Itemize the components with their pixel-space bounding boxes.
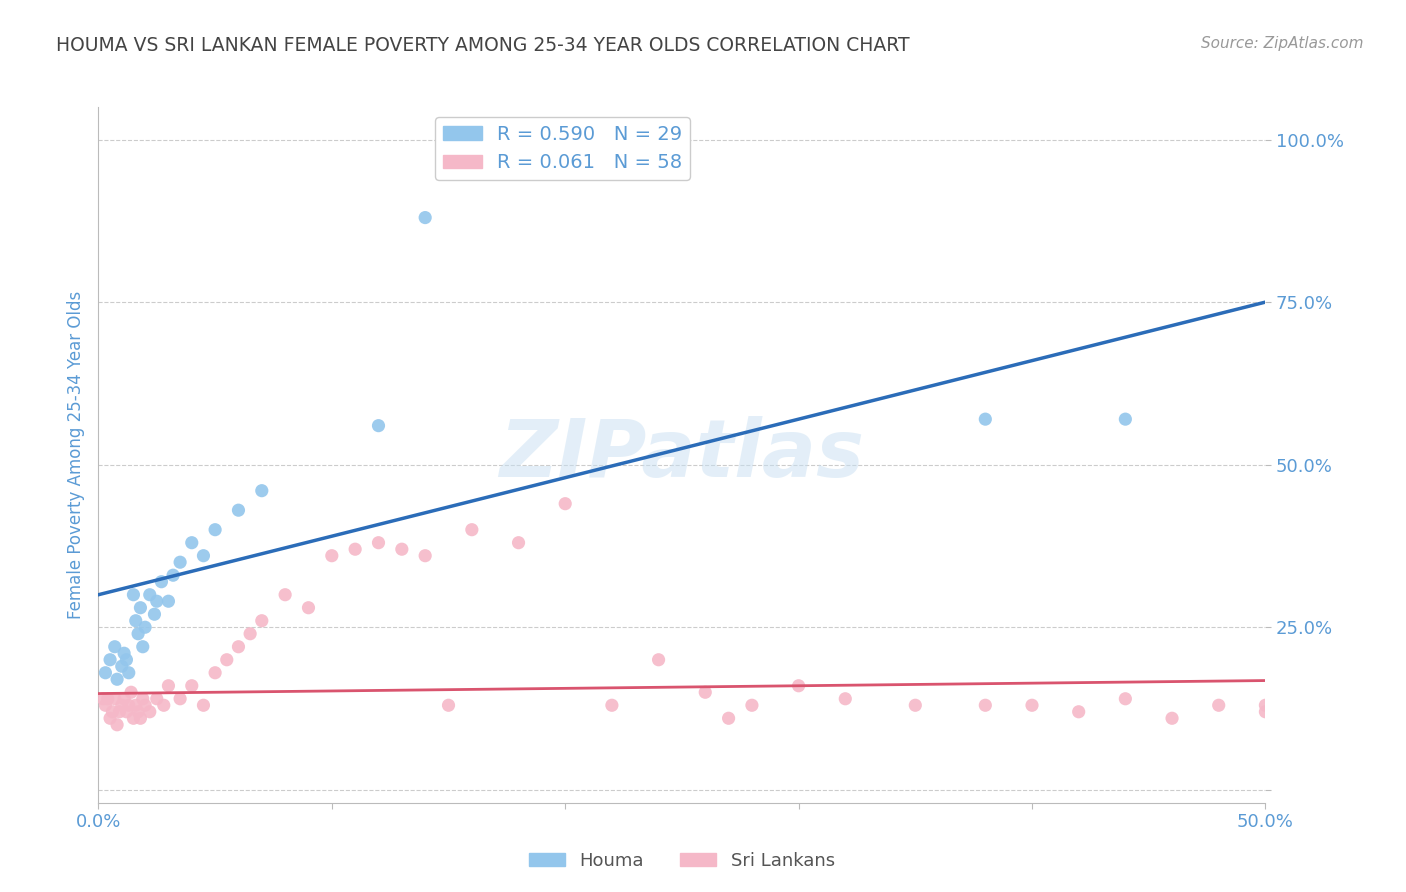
Point xyxy=(834,691,856,706)
Point xyxy=(695,685,717,699)
Point xyxy=(180,535,202,549)
Point xyxy=(974,412,997,426)
Point xyxy=(1254,698,1277,713)
Point xyxy=(125,614,148,628)
Point xyxy=(97,691,120,706)
Point xyxy=(321,549,343,563)
Point xyxy=(104,640,127,654)
Point xyxy=(1114,691,1136,706)
Point xyxy=(150,574,173,589)
Point xyxy=(94,698,117,713)
Point xyxy=(193,549,215,563)
Point xyxy=(122,588,145,602)
Point xyxy=(134,620,156,634)
Point xyxy=(169,555,191,569)
Point xyxy=(129,711,152,725)
Point xyxy=(91,691,114,706)
Point xyxy=(125,698,148,713)
Point xyxy=(120,685,142,699)
Point xyxy=(1114,412,1136,426)
Text: Source: ZipAtlas.com: Source: ZipAtlas.com xyxy=(1201,36,1364,51)
Point xyxy=(127,705,149,719)
Point xyxy=(974,698,997,713)
Point xyxy=(108,705,131,719)
Point xyxy=(508,535,530,549)
Point xyxy=(112,691,135,706)
Point xyxy=(115,705,138,719)
Point xyxy=(127,626,149,640)
Point xyxy=(139,705,162,719)
Point xyxy=(169,691,191,706)
Point xyxy=(104,691,127,706)
Point xyxy=(105,718,128,732)
Point xyxy=(134,698,156,713)
Point xyxy=(98,653,121,667)
Point xyxy=(193,698,215,713)
Point xyxy=(717,711,740,725)
Point xyxy=(215,653,238,667)
Point xyxy=(250,483,273,498)
Point xyxy=(274,588,297,602)
Point xyxy=(1254,705,1277,719)
Point xyxy=(105,672,128,686)
Point xyxy=(228,503,250,517)
Point xyxy=(132,691,155,706)
Point xyxy=(297,600,319,615)
Point xyxy=(554,497,576,511)
Point xyxy=(413,211,436,225)
Point xyxy=(157,679,180,693)
Point xyxy=(239,626,262,640)
Point xyxy=(98,711,121,725)
Point xyxy=(152,698,174,713)
Point xyxy=(139,588,162,602)
Point xyxy=(204,523,226,537)
Point xyxy=(787,679,810,693)
Point xyxy=(228,640,250,654)
Point xyxy=(122,711,145,725)
Point xyxy=(101,705,124,719)
Point xyxy=(157,594,180,608)
Point xyxy=(162,568,184,582)
Point xyxy=(437,698,460,713)
Point xyxy=(367,535,389,549)
Text: HOUMA VS SRI LANKAN FEMALE POVERTY AMONG 25-34 YEAR OLDS CORRELATION CHART: HOUMA VS SRI LANKAN FEMALE POVERTY AMONG… xyxy=(56,36,910,54)
Point xyxy=(111,659,134,673)
Point xyxy=(1161,711,1184,725)
Point xyxy=(344,542,367,557)
Point xyxy=(146,691,169,706)
Point xyxy=(112,646,135,660)
Point xyxy=(180,679,202,693)
Point xyxy=(250,614,273,628)
Point xyxy=(741,698,763,713)
Y-axis label: Female Poverty Among 25-34 Year Olds: Female Poverty Among 25-34 Year Olds xyxy=(66,291,84,619)
Point xyxy=(600,698,623,713)
Point xyxy=(143,607,166,622)
Point xyxy=(1208,698,1230,713)
Point xyxy=(367,418,389,433)
Point xyxy=(118,665,141,680)
Point xyxy=(391,542,413,557)
Point xyxy=(204,665,226,680)
Point xyxy=(461,523,484,537)
Legend: Houma, Sri Lankans: Houma, Sri Lankans xyxy=(522,845,842,877)
Point xyxy=(413,549,436,563)
Point xyxy=(129,600,152,615)
Point xyxy=(1021,698,1043,713)
Point xyxy=(132,640,155,654)
Point xyxy=(1067,705,1090,719)
Point xyxy=(647,653,669,667)
Point xyxy=(904,698,927,713)
Point xyxy=(94,665,117,680)
Point xyxy=(115,653,138,667)
Point xyxy=(146,594,169,608)
Text: ZIPatlas: ZIPatlas xyxy=(499,416,865,494)
Point xyxy=(118,698,141,713)
Point xyxy=(111,698,134,713)
